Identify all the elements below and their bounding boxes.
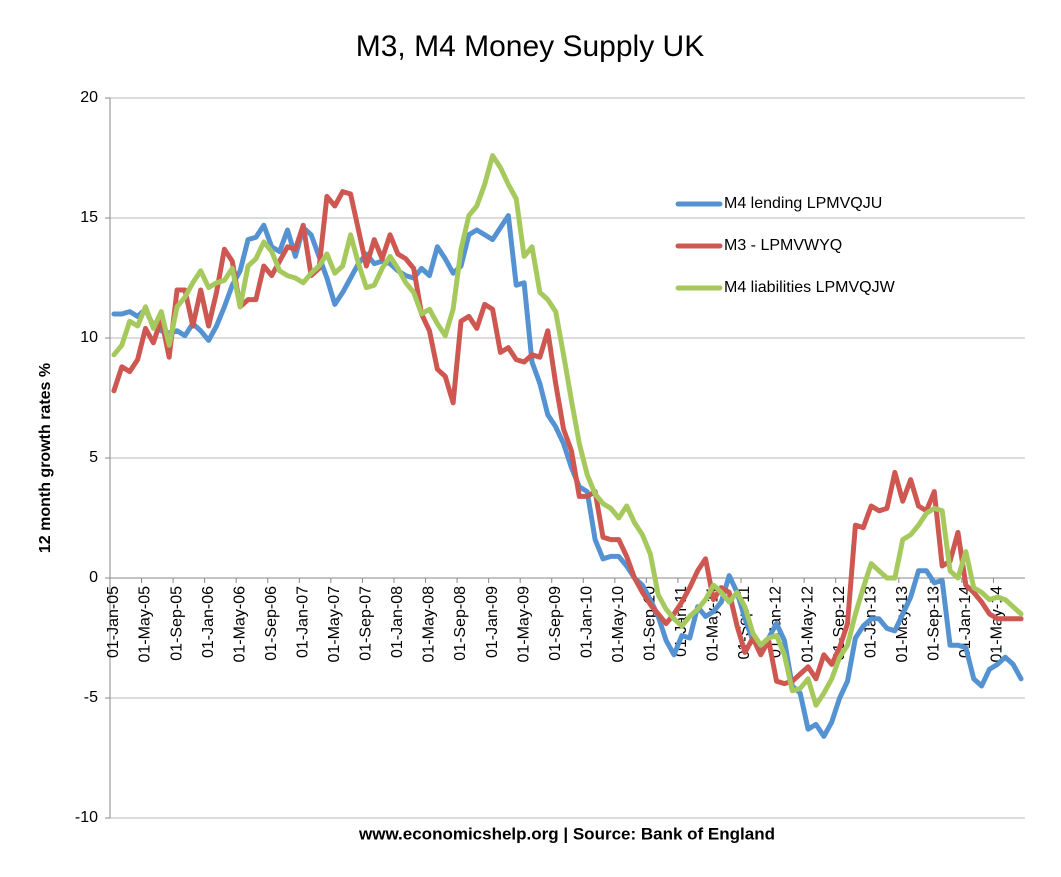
legend-label: M4 liabilities LPMVQJW	[724, 279, 896, 296]
x-tick-label: 01-May-06	[231, 586, 248, 663]
x-tick-label: 01-May-07	[326, 586, 343, 663]
y-tick-label: 15	[80, 209, 98, 226]
x-tick-label: 01-Sep-06	[263, 586, 280, 661]
legend-label: M3 - LPMVWYQ	[724, 237, 842, 254]
y-tick-label: 0	[89, 569, 98, 586]
x-tick-label: 01-May-14	[989, 586, 1006, 663]
x-tick-label: 01-Sep-05	[168, 586, 185, 661]
x-tick-label: 01-May-10	[610, 586, 627, 663]
y-tick-label: -5	[84, 689, 98, 706]
x-tick-label: 01-May-12	[799, 586, 816, 663]
x-tick-label: 01-May-09	[515, 586, 532, 663]
x-tick-label: 01-Jan-07	[294, 586, 311, 658]
source-note: www.economicshelp.org | Source: Bank of …	[358, 824, 775, 843]
x-tick-label: 01-May-05	[137, 586, 154, 663]
series-line	[111, 189, 1024, 687]
x-tick-label: 01-Sep-07	[358, 586, 375, 661]
series-line	[111, 153, 1024, 708]
legend-label: M4 lending LPMVQJU	[724, 195, 882, 212]
y-axis-title: 12 month growth rates %	[37, 363, 54, 553]
x-tick-label: 01-Jan-08	[389, 586, 406, 658]
x-tick-label: 01-May-08	[421, 586, 438, 663]
y-tick-label: 10	[80, 329, 98, 346]
y-tick-label: 20	[80, 89, 98, 106]
y-tick-label: 5	[89, 449, 98, 466]
x-tick-label: 01-Jan-10	[578, 586, 595, 658]
x-tick-label: 01-Jan-05	[105, 586, 122, 658]
x-tick-label: 01-Sep-13	[926, 586, 943, 661]
x-tick-label: 01-Sep-08	[452, 586, 469, 661]
chart-title: M3, M4 Money Supply UK	[356, 30, 704, 63]
x-tick-label: 01-Jan-09	[484, 586, 501, 658]
series-line	[111, 213, 1024, 739]
y-tick-label: -10	[75, 809, 98, 826]
x-tick-label: 01-Sep-09	[547, 586, 564, 661]
x-tick-label: 01-Jan-14	[957, 586, 974, 658]
x-tick-label: 01-Jan-06	[200, 586, 217, 658]
